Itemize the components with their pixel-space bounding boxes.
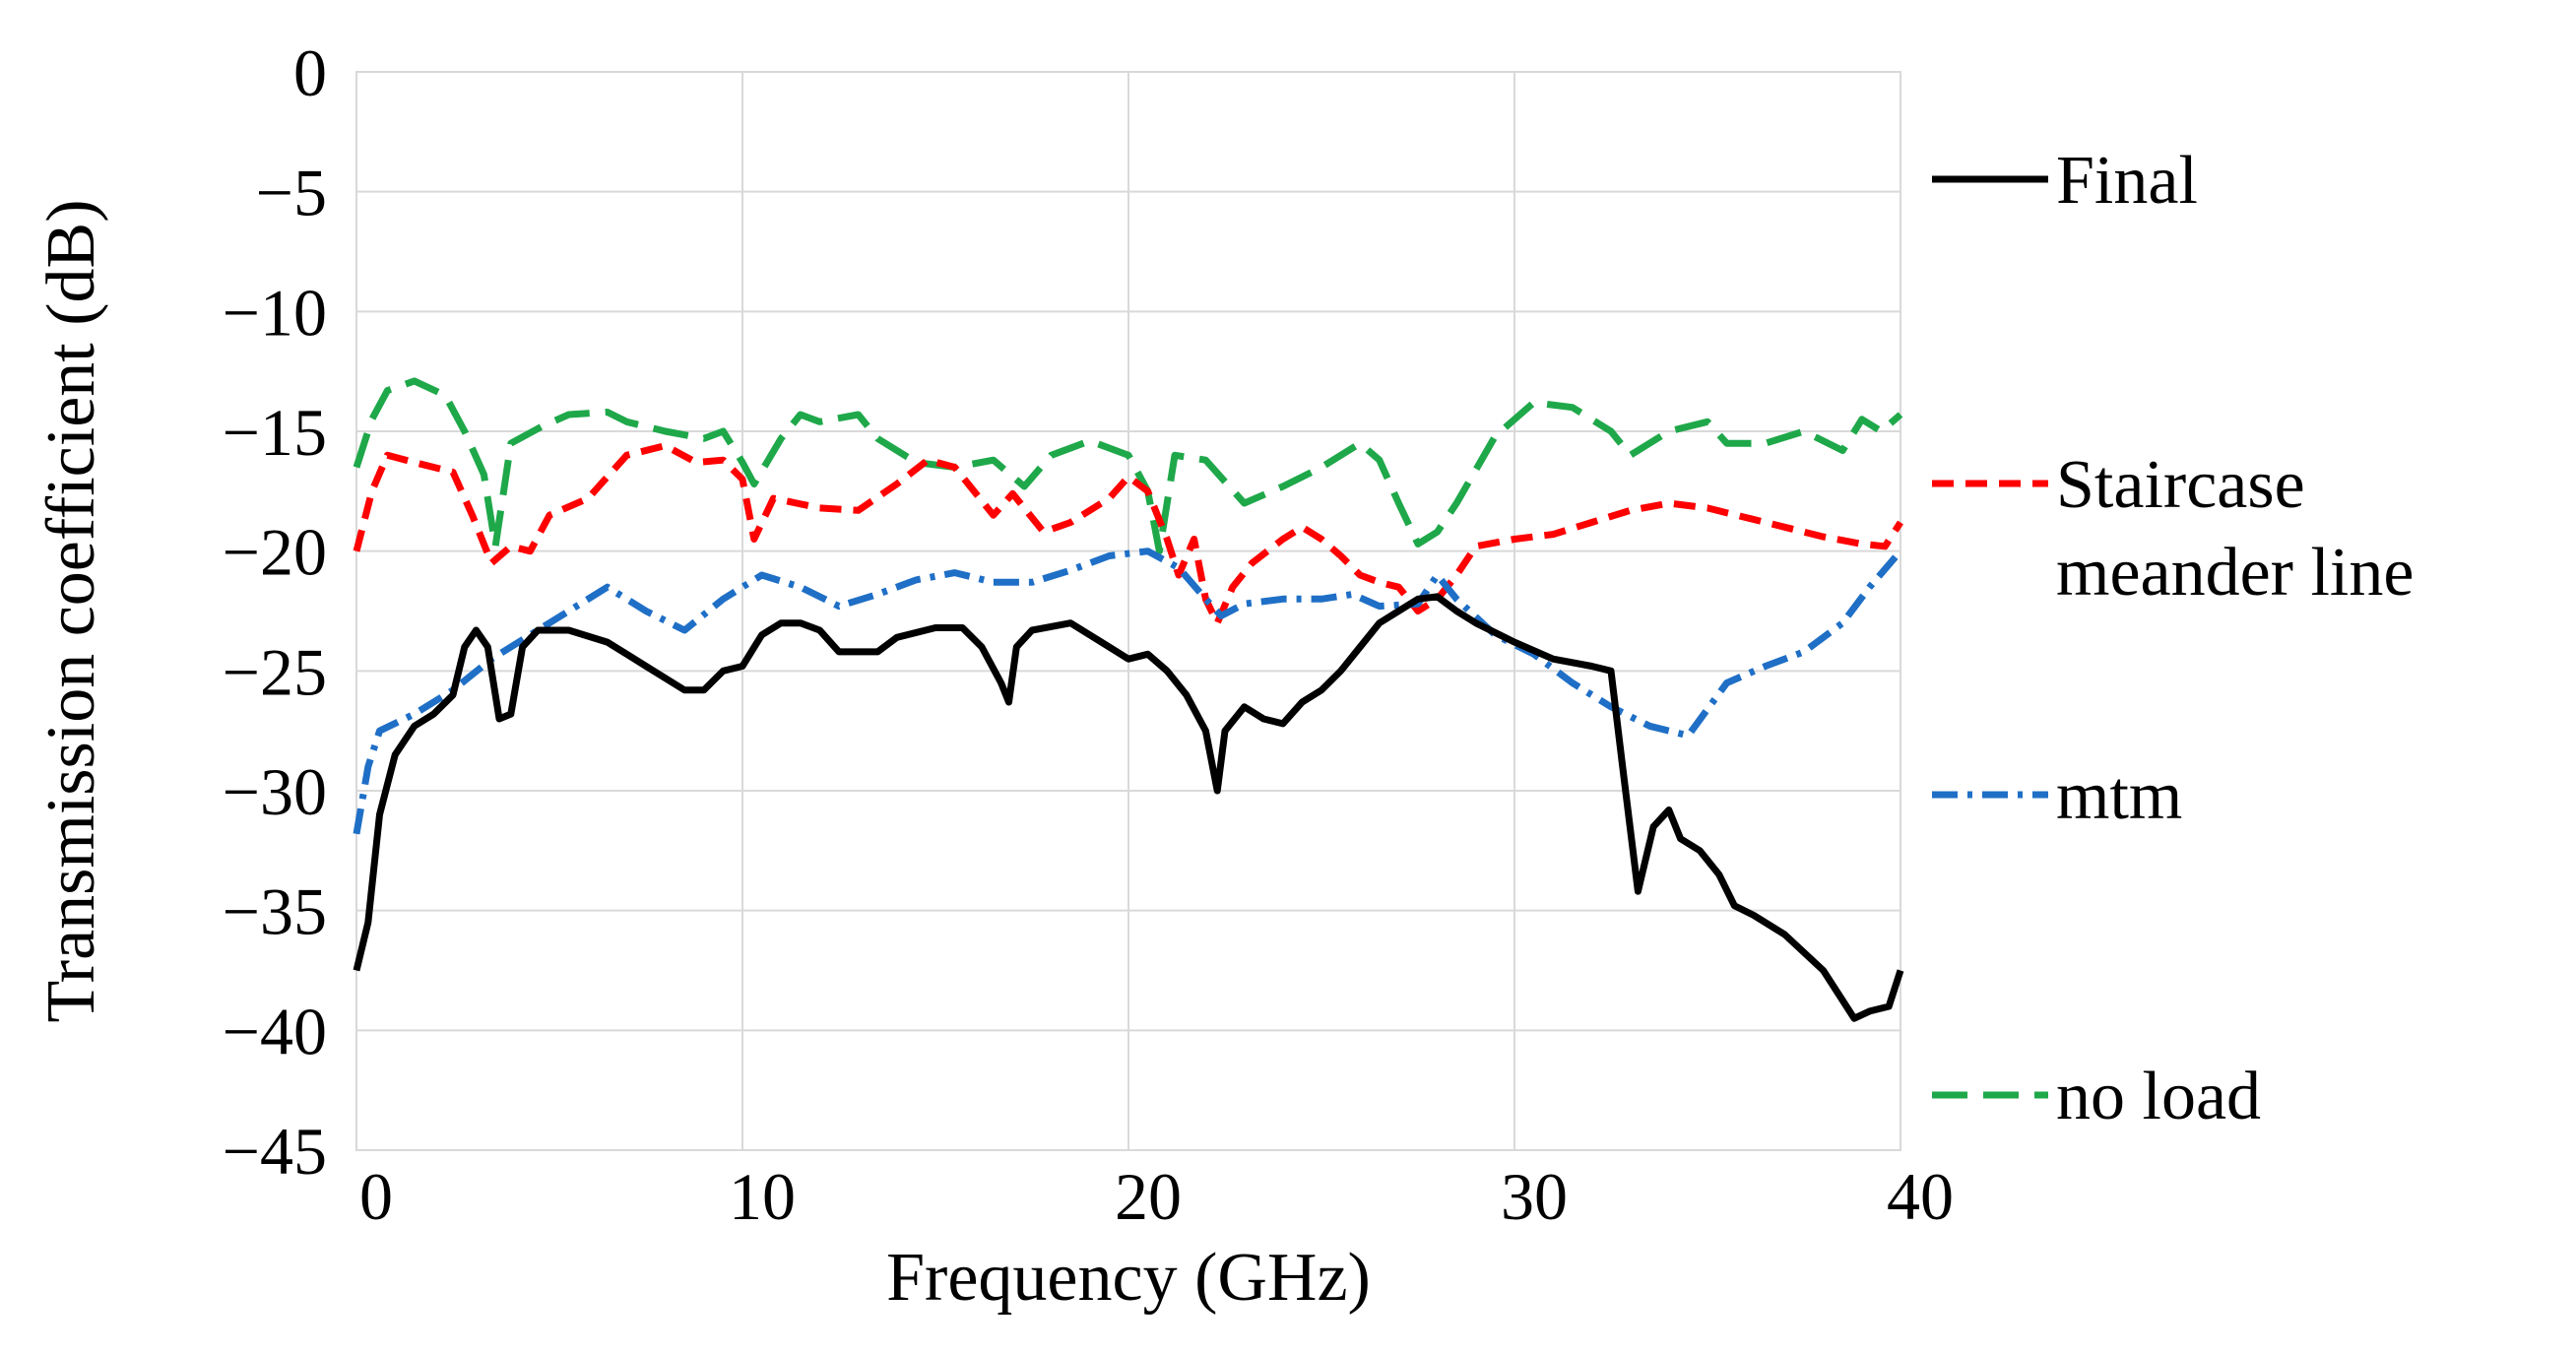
y-tick-label: −40 bbox=[223, 994, 327, 1068]
plot-area-border bbox=[355, 71, 1901, 1151]
y-tick-label: −25 bbox=[223, 634, 327, 709]
legend-label: no load bbox=[2056, 1059, 2261, 1134]
y-tick-label: −10 bbox=[223, 275, 327, 350]
axes: 0 −5 −10 −15 −20 −25 −30 −35 −40 −45 0 10 20 30 40 bbox=[223, 35, 1954, 1234]
y-tick-label: −20 bbox=[223, 515, 327, 590]
y-tick-label: −30 bbox=[223, 754, 327, 829]
x-tick-label: 20 bbox=[1115, 1159, 1182, 1234]
legend-label: Final bbox=[2056, 143, 2198, 219]
series-line-staircase-meander-line bbox=[353, 442, 1903, 627]
y-tick-label: −5 bbox=[256, 156, 327, 230]
x-tick-label: 10 bbox=[729, 1159, 796, 1234]
y-axis-title: Transmission coefficient (dB) bbox=[33, 199, 109, 1022]
series-line-mtm bbox=[353, 548, 1903, 835]
legend-label: meander line bbox=[2056, 535, 2414, 611]
x-tick-label: 0 bbox=[359, 1159, 393, 1234]
x-tick-label: 40 bbox=[1887, 1159, 1954, 1234]
legend: Final Staircase meander line mtm no load bbox=[1932, 143, 2414, 1134]
y-tick-label: −45 bbox=[223, 1114, 327, 1189]
x-tick-label: 30 bbox=[1501, 1159, 1568, 1234]
legend-label: mtm bbox=[2056, 758, 2182, 834]
x-axis-title: Frequency (GHz) bbox=[886, 1240, 1371, 1316]
y-tick-label: −15 bbox=[223, 395, 327, 470]
legend-label: Staircase bbox=[2056, 447, 2305, 523]
series-layer bbox=[353, 377, 1904, 1022]
y-tick-label: −35 bbox=[223, 874, 327, 949]
y-tick-label: 0 bbox=[293, 35, 327, 110]
series-line-final bbox=[353, 593, 1904, 1022]
